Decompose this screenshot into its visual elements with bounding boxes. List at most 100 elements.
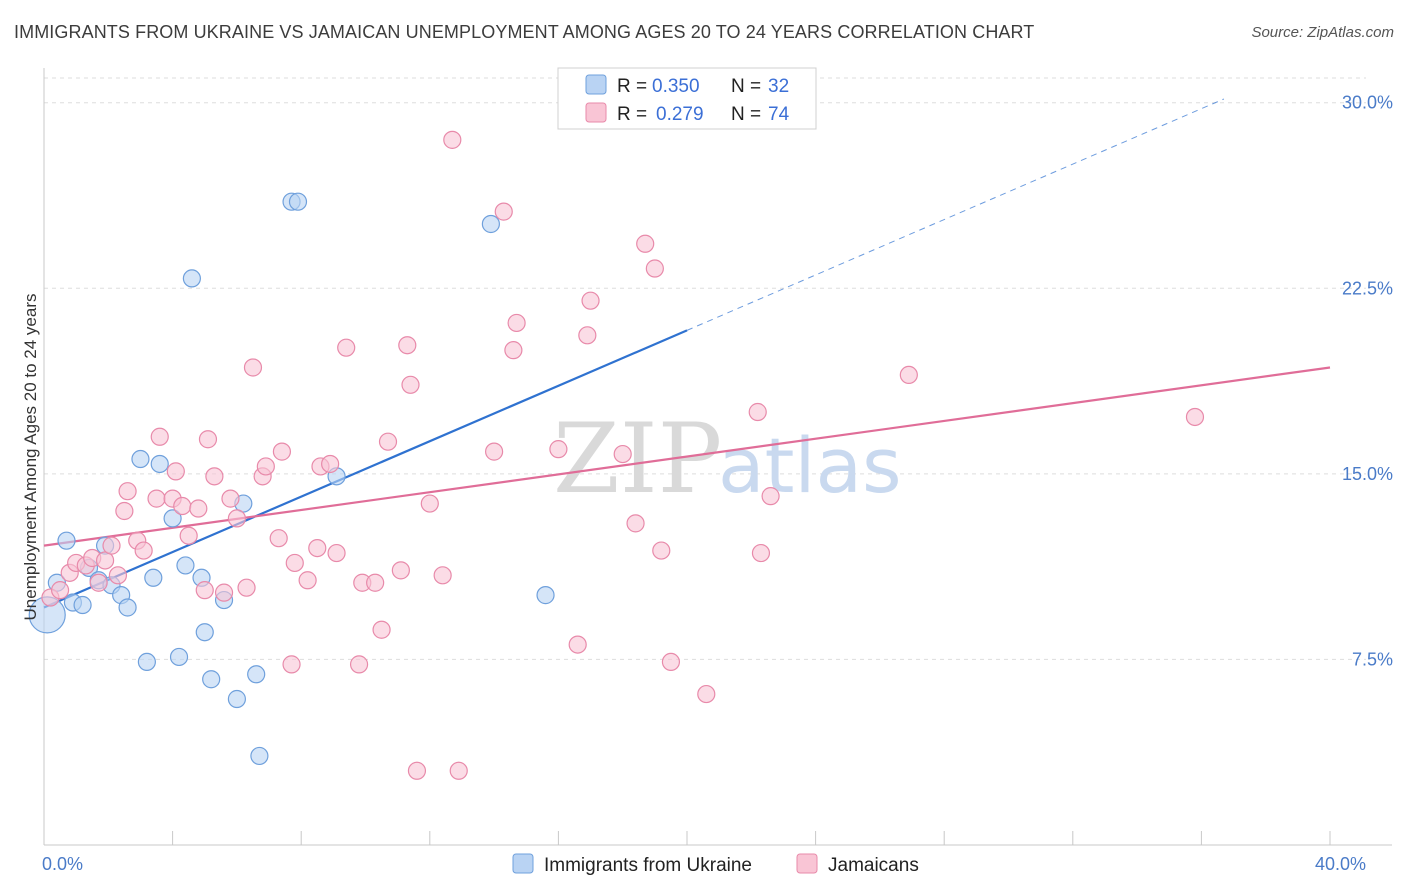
data-point-pink <box>443 130 462 149</box>
trend-line-blue <box>43 329 688 609</box>
data-point-pink <box>748 402 767 422</box>
data-point-pink <box>645 259 664 278</box>
data-point-blue <box>73 595 92 615</box>
data-point-pink <box>198 430 218 449</box>
data-point-blue <box>250 746 269 766</box>
legend-n-label-pink: N = <box>731 104 761 125</box>
data-point-pink <box>147 489 166 508</box>
legend-n-value-pink: 74 <box>768 104 790 125</box>
data-point-pink <box>578 326 597 345</box>
data-point-pink <box>214 583 234 602</box>
data-point-pink <box>449 761 468 780</box>
data-point-pink <box>751 543 771 563</box>
axis-layer: 0.0% 40.0% <box>42 68 1392 874</box>
data-point-pink <box>549 440 568 459</box>
data-point-blue <box>195 623 214 642</box>
watermark: ZIP atlas <box>553 403 902 515</box>
data-point-blue <box>131 449 150 469</box>
data-point-pink <box>697 684 716 704</box>
data-point-pink <box>613 444 632 464</box>
y-tick-label: 30.0% <box>1342 93 1393 113</box>
data-point-pink <box>366 573 385 592</box>
data-point-blue <box>227 689 246 709</box>
data-point-pink <box>243 358 263 377</box>
data-point-pink <box>761 487 780 506</box>
legend-n-value-blue: 32 <box>768 76 789 97</box>
data-point-pink <box>349 655 369 674</box>
data-point-pink <box>102 536 121 555</box>
data-point-pink <box>189 499 208 518</box>
data-point-pink <box>179 526 198 545</box>
data-point-pink <box>407 761 427 780</box>
data-point-pink <box>321 454 340 474</box>
legend-swatch-pink <box>585 102 607 123</box>
data-point-blue <box>288 192 308 211</box>
data-point-blue <box>247 665 266 684</box>
data-point-pink <box>661 652 681 672</box>
legend-n-label-blue: N = <box>731 76 761 97</box>
series-legend: Immigrants from Ukraine Jamaicans <box>512 853 919 876</box>
legend-r-value-pink: 0.279 <box>656 104 704 125</box>
data-point-pink <box>391 561 410 580</box>
x-tick-label: 40.0% <box>1315 854 1366 874</box>
data-point-pink <box>372 620 391 639</box>
data-point-pink <box>150 427 169 446</box>
data-point-blue <box>481 214 500 234</box>
data-point-pink <box>626 514 645 533</box>
y-tick-label: 15.0% <box>1342 464 1393 484</box>
data-point-pink <box>1185 407 1205 427</box>
series-legend-swatch-jamaicans <box>796 853 818 874</box>
trend-layer <box>43 98 1331 609</box>
data-point-blue <box>176 556 195 575</box>
data-point-pink <box>237 578 256 597</box>
series-legend-swatch-ukraine <box>512 853 534 874</box>
y-tick-label: 22.5% <box>1342 278 1393 298</box>
data-point-pink <box>652 541 671 560</box>
data-point-blue <box>137 652 156 672</box>
data-point-blue <box>144 568 163 587</box>
legend-r-label-pink: R = <box>617 104 647 125</box>
data-point-pink <box>298 571 317 590</box>
data-point-pink <box>337 338 356 357</box>
chart-title: IMMIGRANTS FROM UKRAINE VS JAMAICAN UNEM… <box>14 22 1035 42</box>
data-point-pink <box>227 509 246 528</box>
watermark-zip: ZIP <box>553 403 722 515</box>
data-point-pink <box>433 566 452 585</box>
data-point-pink <box>568 635 587 654</box>
data-point-pink <box>50 581 70 600</box>
data-point-pink <box>485 442 504 461</box>
legend-r-value-blue: 0.350 <box>652 76 700 97</box>
data-point-pink <box>166 462 185 481</box>
trend-line-pink <box>43 366 1331 547</box>
data-point-pink <box>115 501 134 521</box>
data-point-blue <box>182 269 201 288</box>
data-point-pink <box>134 541 153 560</box>
y-tick-label: 7.5% <box>1352 649 1393 669</box>
x-tick-label: 0.0% <box>42 854 83 874</box>
data-point-pink <box>269 529 288 548</box>
data-point-blue <box>163 509 182 528</box>
data-point-pink <box>327 543 346 563</box>
data-point-pink <box>398 336 417 355</box>
data-point-blue <box>536 586 555 605</box>
data-point-pink <box>494 202 513 221</box>
data-point-pink <box>205 467 224 486</box>
legend-swatch-blue <box>585 74 607 95</box>
points-layer <box>28 130 1205 780</box>
data-point-pink <box>636 234 655 253</box>
series-legend-label-ukraine: Immigrants from Ukraine <box>544 855 752 876</box>
data-point-blue <box>150 454 169 474</box>
trend-extension-blue <box>686 98 1225 331</box>
legend-r-label-blue: R = <box>617 76 647 97</box>
y-axis-title: Unemployment Among Ages 20 to 24 years <box>21 294 40 621</box>
data-point-pink <box>195 581 214 600</box>
source-credit: Source: ZipAtlas.com <box>1251 24 1394 41</box>
data-point-pink <box>282 655 301 674</box>
data-point-pink <box>256 457 275 476</box>
series-legend-label-jamaicans: Jamaicans <box>828 855 919 876</box>
data-point-pink <box>507 313 526 333</box>
grid-layer: 7.5% 15.0% 22.5% 30.0% <box>44 77 1393 669</box>
data-point-pink <box>285 553 304 573</box>
data-point-blue <box>118 598 137 617</box>
